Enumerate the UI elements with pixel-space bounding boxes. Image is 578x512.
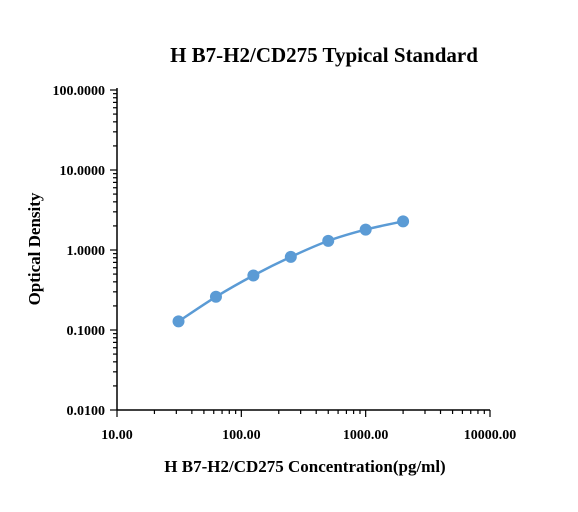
y-axis-label: Optical Density bbox=[25, 192, 44, 305]
chart-title: H B7-H2/CD275 Typical Standard bbox=[170, 43, 478, 67]
data-point bbox=[284, 250, 297, 263]
y-tick-label: 0.0100 bbox=[67, 404, 106, 419]
x-tick-label: 1000.00 bbox=[343, 428, 389, 443]
x-tick-label: 10.00 bbox=[101, 428, 133, 443]
series-layer bbox=[172, 215, 410, 328]
series-line bbox=[177, 220, 404, 323]
tick-labels: 0.0100 0.1000 1.0000 10.0000 100.0000 10.00 10… bbox=[53, 84, 517, 443]
data-point bbox=[322, 234, 335, 247]
x-axis-label: H B7-H2/CD275 Concentration(pg/ml) bbox=[164, 457, 445, 476]
y-tick-label: 0.1000 bbox=[67, 324, 106, 339]
axes bbox=[110, 88, 491, 417]
data-point bbox=[397, 215, 410, 228]
data-point bbox=[172, 315, 185, 328]
data-point bbox=[359, 223, 372, 236]
data-point bbox=[247, 269, 260, 282]
x-tick-label: 100.00 bbox=[222, 428, 261, 443]
y-tick-label: 10.0000 bbox=[60, 164, 106, 179]
data-point bbox=[209, 290, 222, 303]
y-tick-label: 1.0000 bbox=[67, 244, 106, 259]
x-tick-label: 10000.00 bbox=[464, 428, 517, 443]
y-tick-label: 100.0000 bbox=[53, 84, 106, 99]
